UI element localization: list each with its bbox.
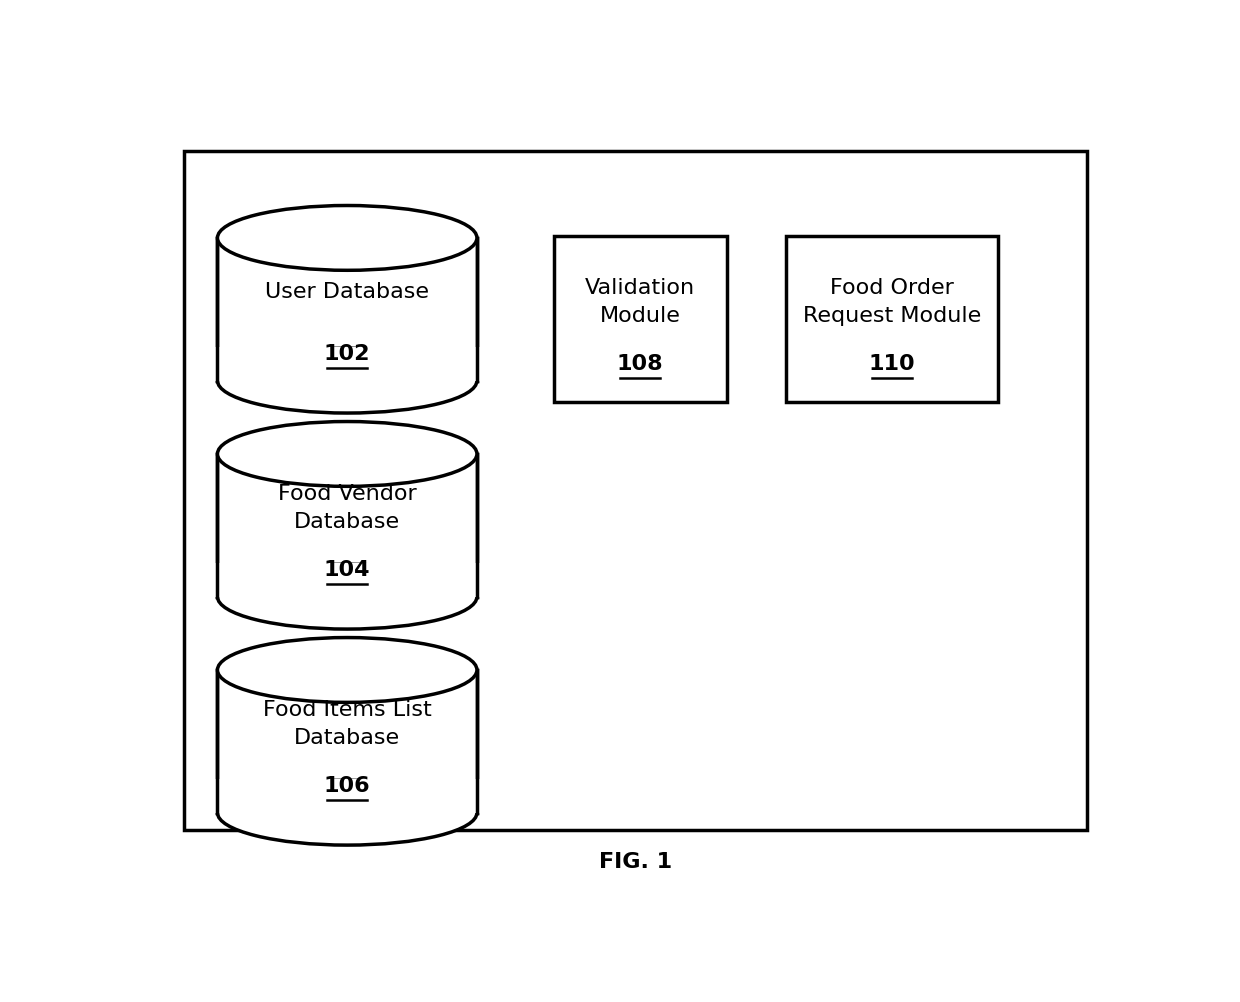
FancyBboxPatch shape bbox=[786, 236, 998, 402]
Polygon shape bbox=[213, 347, 481, 381]
Text: 102: 102 bbox=[324, 344, 371, 364]
Ellipse shape bbox=[217, 205, 477, 271]
Text: 106: 106 bbox=[324, 777, 371, 796]
Ellipse shape bbox=[217, 422, 477, 486]
Ellipse shape bbox=[217, 637, 477, 702]
Text: 108: 108 bbox=[618, 354, 663, 374]
Text: 110: 110 bbox=[869, 354, 915, 374]
FancyBboxPatch shape bbox=[554, 236, 727, 402]
Polygon shape bbox=[217, 670, 477, 813]
Text: FIG. 1: FIG. 1 bbox=[599, 853, 672, 873]
Polygon shape bbox=[217, 237, 477, 381]
Text: Validation
Module: Validation Module bbox=[585, 278, 696, 326]
Polygon shape bbox=[213, 779, 481, 813]
Polygon shape bbox=[213, 563, 481, 596]
Ellipse shape bbox=[217, 564, 477, 629]
Text: Food Items List
Database: Food Items List Database bbox=[263, 700, 432, 748]
Ellipse shape bbox=[217, 349, 477, 413]
Text: Food Vendor
Database: Food Vendor Database bbox=[278, 484, 417, 532]
Text: User Database: User Database bbox=[265, 283, 429, 303]
Text: 104: 104 bbox=[324, 560, 371, 580]
Ellipse shape bbox=[217, 781, 477, 845]
Text: Food Order
Request Module: Food Order Request Module bbox=[804, 278, 981, 326]
Polygon shape bbox=[217, 454, 477, 596]
